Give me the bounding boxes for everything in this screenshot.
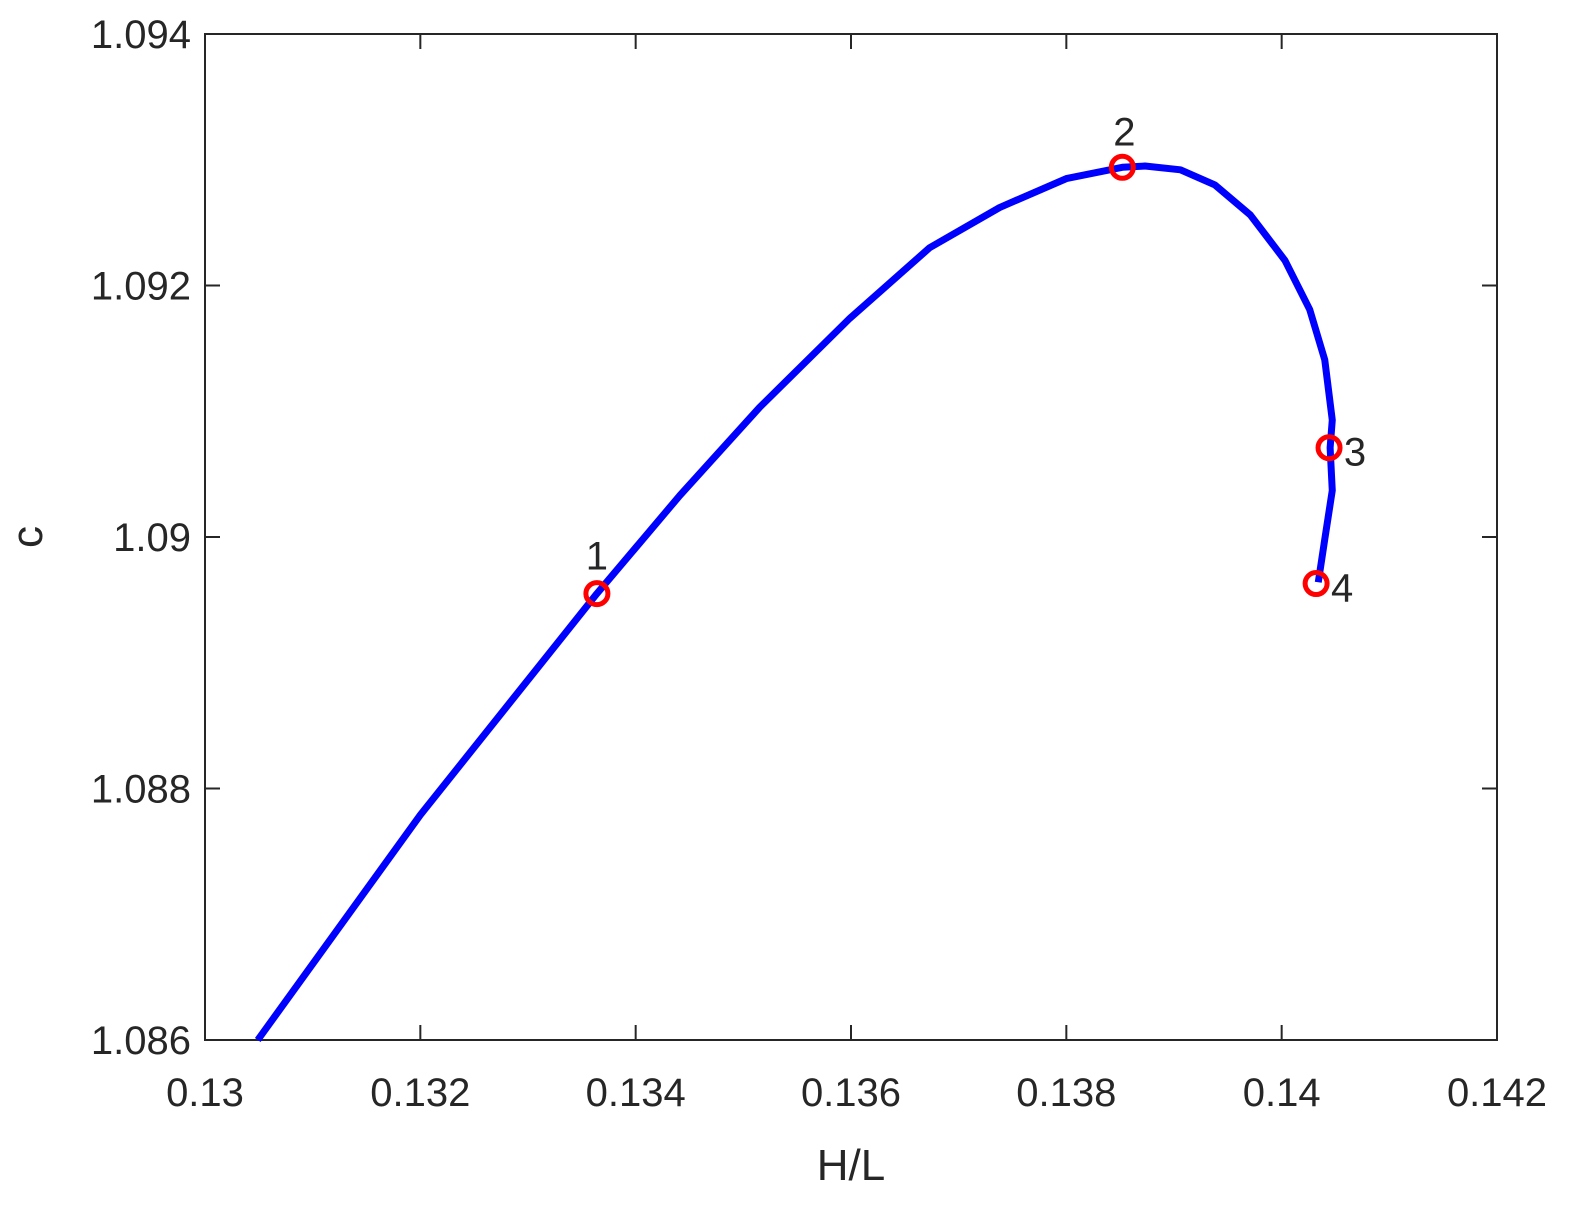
y-tick-label: 1.086 xyxy=(91,1019,191,1063)
point-label: 1 xyxy=(586,535,608,579)
marker xyxy=(1315,434,1343,462)
x-tick-label: 0.134 xyxy=(586,1071,686,1115)
x-tick-label: 0.14 xyxy=(1243,1071,1321,1115)
x-tick-label: 0.136 xyxy=(801,1071,901,1115)
point-label: 4 xyxy=(1331,567,1353,611)
line xyxy=(254,162,1336,1043)
marker xyxy=(583,580,611,608)
x-tick-label: 0.142 xyxy=(1447,1071,1547,1115)
y-tick-label: 1.09 xyxy=(113,516,191,560)
y-tick-label: 1.094 xyxy=(91,13,191,57)
x-axis-label: H/L xyxy=(817,1141,885,1190)
y-tick-label: 1.092 xyxy=(91,265,191,309)
y-tick-label: 1.088 xyxy=(91,768,191,812)
marker xyxy=(1108,153,1136,181)
point-label: 3 xyxy=(1344,431,1366,475)
x-tick-label: 0.138 xyxy=(1016,1071,1116,1115)
marker xyxy=(1302,570,1330,598)
y-axis-label: c xyxy=(3,526,52,548)
x-tick-label: 0.13 xyxy=(166,1071,244,1115)
x-tick-label: 0.132 xyxy=(370,1071,470,1115)
plot-frame xyxy=(204,33,1498,1041)
point-label: 2 xyxy=(1113,110,1135,154)
